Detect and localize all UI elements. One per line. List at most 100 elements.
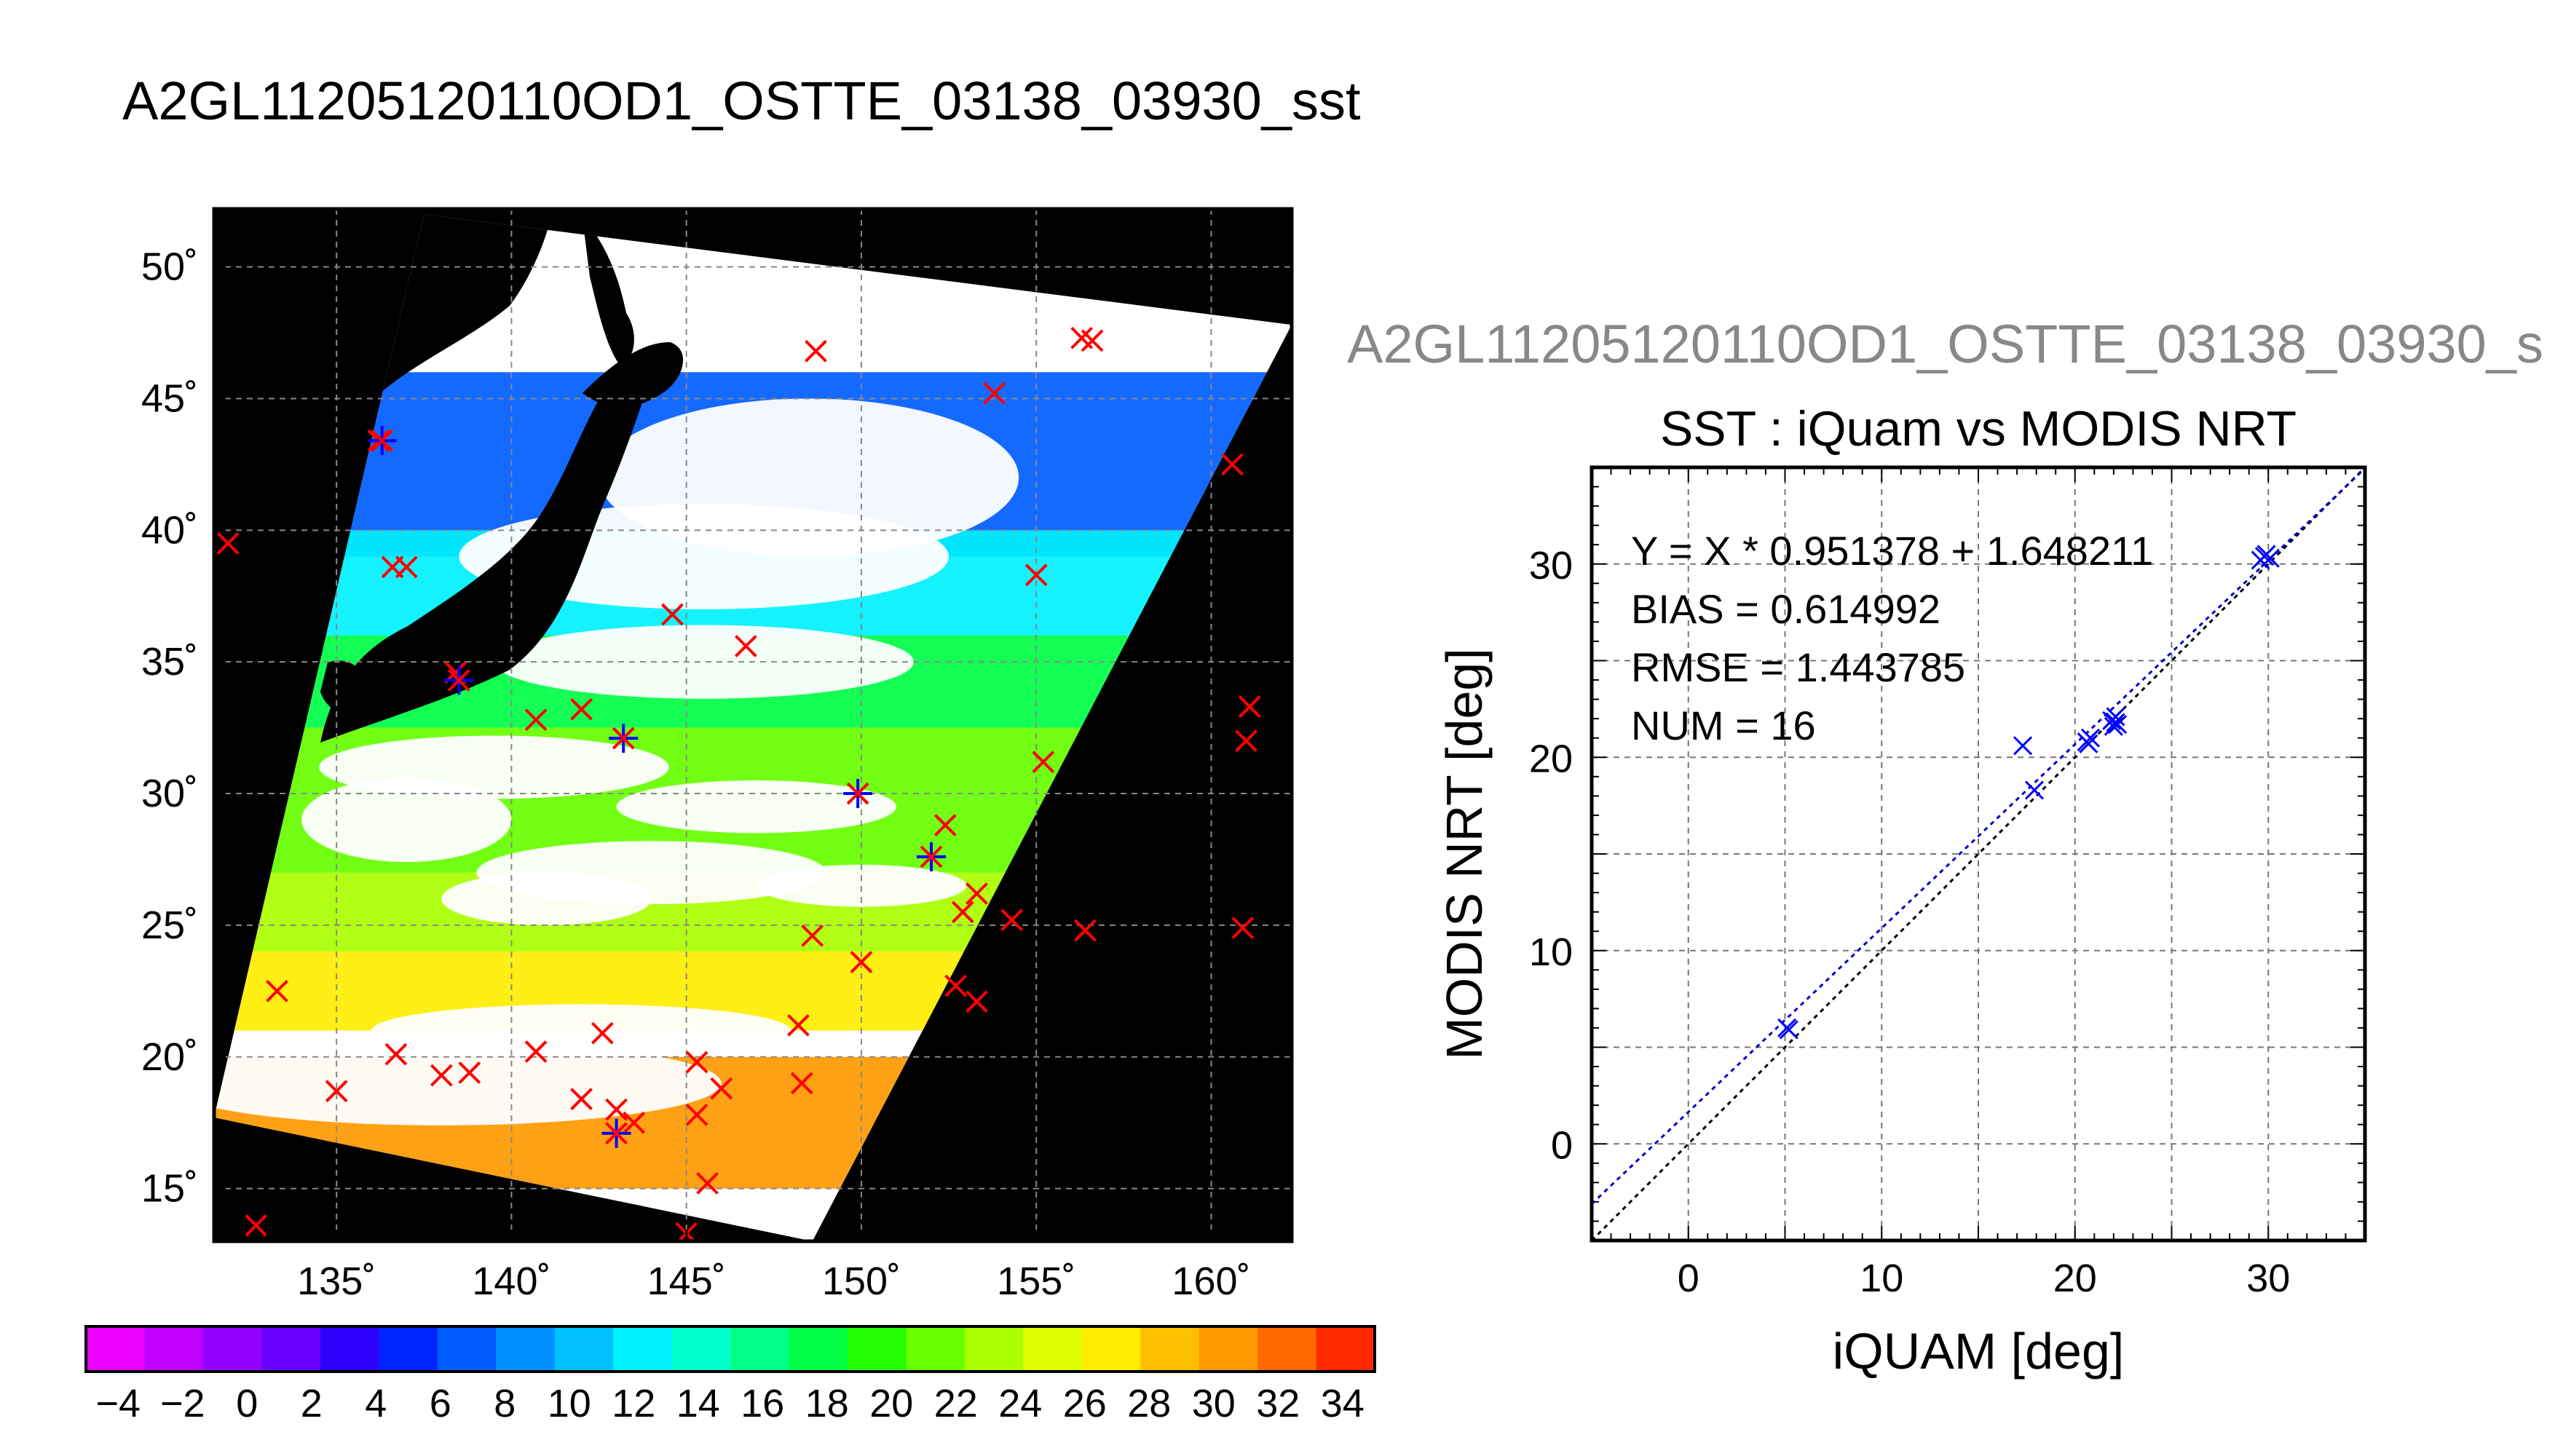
matchup-marker-x bbox=[395, 555, 418, 579]
colorbar-segment bbox=[964, 1326, 1024, 1372]
scatter-y-axis-label: MODIS NRT [deg] bbox=[1436, 648, 1493, 1059]
colorbar-tick-label: 10 bbox=[548, 1382, 591, 1425]
matchup-marker-x bbox=[605, 1098, 628, 1121]
scatter-x-tick-label: 30 bbox=[2246, 1257, 2290, 1300]
matchup-marker-x bbox=[661, 603, 684, 626]
matchup-marker-x bbox=[1000, 909, 1023, 932]
scatter-y-tick-label: 30 bbox=[1529, 544, 1573, 587]
map-y-tick-label: 40˚ bbox=[141, 508, 198, 552]
matchup-marker-star bbox=[601, 1118, 631, 1148]
scatter-frame bbox=[1590, 465, 2367, 1243]
colorbar-tick-label: 8 bbox=[494, 1382, 516, 1425]
page-title: A2GL11205120110OD1_OSTTE_03138_03930_sst bbox=[122, 71, 1361, 131]
colorbar-tick-label: 18 bbox=[805, 1382, 849, 1425]
scatter-x-tick-labels: 0 10 20 30 bbox=[1678, 1257, 2291, 1300]
colorbar-segment bbox=[789, 1326, 848, 1372]
colorbar-tick-label: 26 bbox=[1063, 1382, 1107, 1425]
scatter-stat-line: BIAS = 0.614992 bbox=[1631, 586, 1940, 632]
matchup-marker-x bbox=[696, 1172, 719, 1195]
colorbar-segment bbox=[496, 1326, 556, 1372]
colorbar-segment bbox=[1140, 1326, 1200, 1372]
matchup-marker-x bbox=[710, 1077, 733, 1100]
colorbar-segment bbox=[261, 1326, 321, 1372]
colorbar-segment bbox=[847, 1326, 907, 1372]
scatter-point bbox=[2104, 716, 2123, 736]
matchup-marker-x bbox=[570, 697, 593, 721]
matchup-marker-x bbox=[1032, 751, 1055, 774]
cloud-patch bbox=[371, 1004, 791, 1057]
colorbar-segment bbox=[1081, 1326, 1141, 1372]
scatter-points bbox=[1777, 545, 2280, 1040]
matchup-marker-x bbox=[524, 1040, 548, 1063]
matchup-marker-x bbox=[325, 1080, 348, 1103]
scatter-y-tick-label: 10 bbox=[1529, 930, 1573, 974]
colorbar-segment bbox=[379, 1326, 438, 1372]
matchup-marker-x bbox=[591, 1021, 614, 1045]
colorbar-tick-label: 22 bbox=[934, 1382, 978, 1425]
cloud-patch bbox=[441, 872, 652, 925]
map-x-tick-label: 135˚ bbox=[297, 1259, 376, 1303]
scatter-point bbox=[2260, 548, 2280, 568]
colorbar-segment bbox=[613, 1326, 673, 1372]
scatter-panel: A2GL11205120110OD1_OSTTE_03138_03930_s S… bbox=[1347, 314, 2543, 1380]
matchup-marker-x bbox=[266, 979, 288, 1002]
colorbar-segment bbox=[1316, 1326, 1375, 1372]
colorbar-segment bbox=[144, 1326, 204, 1372]
scatter-point bbox=[2106, 713, 2125, 732]
colorbar-segment bbox=[730, 1326, 789, 1372]
colorbar-segment bbox=[1198, 1326, 1258, 1372]
matchup-marker-x bbox=[458, 1061, 481, 1084]
colorbar-segment bbox=[1257, 1326, 1317, 1372]
map-frame bbox=[212, 207, 1294, 1243]
matchup-marker-x bbox=[983, 381, 1006, 405]
scatter-point bbox=[2080, 728, 2101, 748]
colorbar-segment bbox=[906, 1326, 965, 1372]
matchup-marker-x bbox=[944, 974, 968, 997]
colorbar-segment bbox=[86, 1326, 145, 1372]
matchup-markers-red bbox=[216, 326, 1261, 1241]
colorbar-tick-labels: −4 −2 0 2 4 6 8 10 12 14 16 18 20 22 24 26 28 30 32 34 bbox=[95, 1382, 1364, 1425]
matchup-marker-x bbox=[965, 990, 988, 1013]
scatter-point bbox=[1779, 1020, 1798, 1040]
matchup-marker-star bbox=[444, 665, 474, 695]
colorbar-tick-label: 0 bbox=[236, 1382, 258, 1425]
scatter-x-axis-label: iQUAM [deg] bbox=[1833, 1323, 2125, 1380]
cloud-patch bbox=[494, 625, 915, 699]
matchup-marker-x bbox=[623, 1111, 646, 1134]
matchup-marker-x bbox=[1238, 695, 1261, 719]
matchup-marker-star bbox=[917, 842, 947, 871]
matchup-marker-x bbox=[1235, 729, 1257, 753]
colorbar-tick-label: 6 bbox=[430, 1382, 451, 1425]
sakhalin-land bbox=[583, 218, 634, 364]
scatter-title: SST : iQuam vs MODIS NRT bbox=[1660, 401, 2297, 456]
map-y-tick-label: 50˚ bbox=[141, 245, 198, 289]
colorbar-tick-label: 28 bbox=[1127, 1382, 1171, 1425]
matchup-marker-x bbox=[1024, 563, 1048, 587]
cloud-patch bbox=[301, 778, 512, 863]
scatter-point bbox=[2013, 736, 2033, 756]
honshu-land bbox=[320, 356, 655, 743]
colorbar-tick-label: 2 bbox=[301, 1382, 323, 1425]
matchup-marker-x bbox=[1231, 917, 1255, 939]
map-grid bbox=[214, 209, 1292, 1241]
scatter-point bbox=[2079, 734, 2098, 753]
colorbar-segment bbox=[202, 1326, 262, 1372]
scatter-x-tick-label: 10 bbox=[1860, 1257, 1903, 1300]
matchup-marker-x bbox=[850, 951, 873, 973]
matchup-marker-x bbox=[685, 1051, 708, 1074]
map-latitude-tick-labels: 15˚ 20˚ 25˚ 30˚ 35˚ 40˚ 45˚ 50˚ bbox=[141, 245, 226, 1211]
scatter-x-tick-label: 0 bbox=[1678, 1257, 1699, 1300]
colorbar-tick-label: 16 bbox=[741, 1382, 784, 1425]
colorbar-tick-label: 30 bbox=[1192, 1382, 1236, 1425]
matchup-marker-x bbox=[933, 814, 957, 836]
regression-line bbox=[1592, 467, 2365, 1205]
colorbar-tick-label: 4 bbox=[365, 1382, 387, 1425]
colorbar-frame bbox=[84, 1325, 1376, 1373]
sst-map-panel: 135˚ 140˚ 145˚ 150˚ 155˚ 160˚ 15˚ 20˚ 25˚ 30˚ 35˚… bbox=[141, 207, 1294, 1303]
colorbar-segment bbox=[320, 1326, 379, 1372]
colorbar-segment bbox=[671, 1326, 731, 1372]
matchup-marker-x bbox=[430, 1064, 453, 1087]
matchup-marker-x bbox=[965, 882, 988, 905]
map-y-tick-label: 35˚ bbox=[141, 640, 198, 684]
